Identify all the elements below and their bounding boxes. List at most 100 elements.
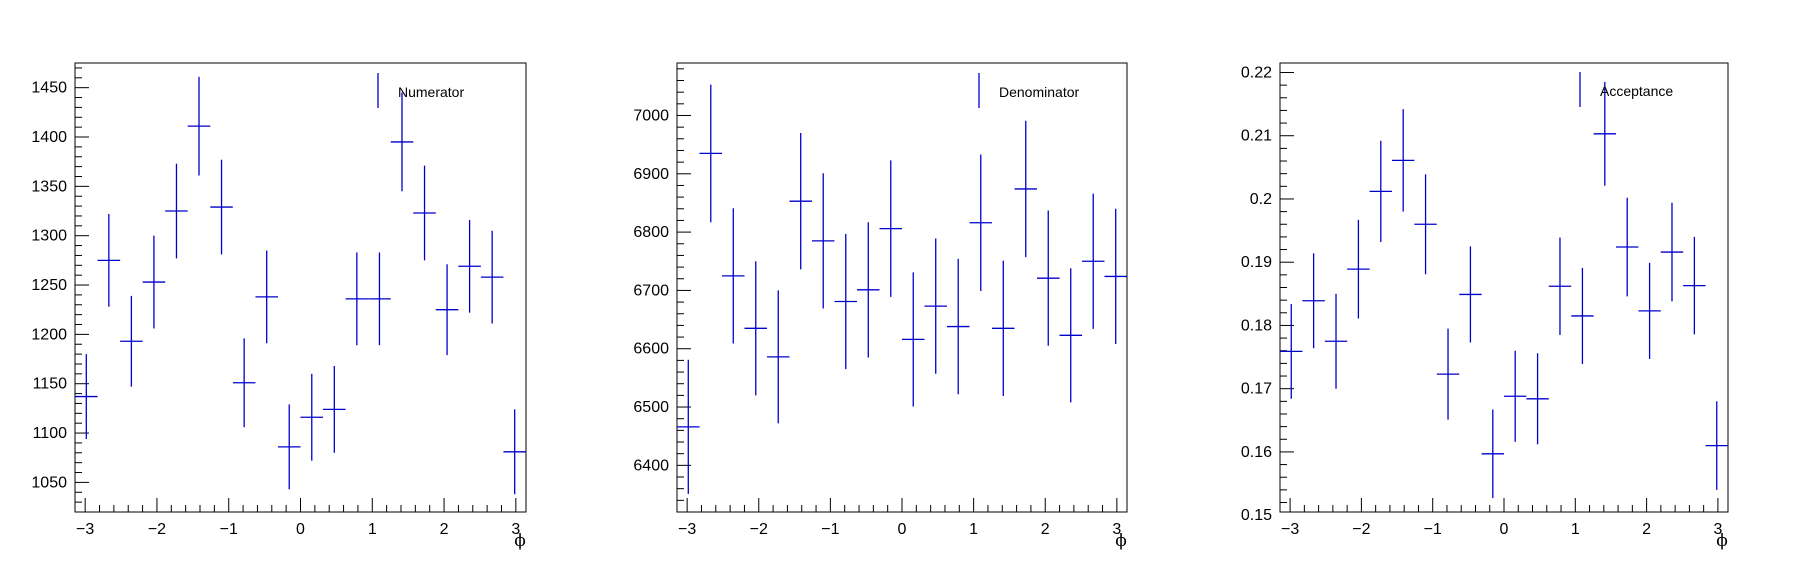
legend-label: Acceptance xyxy=(1600,83,1673,99)
legend: Denominator xyxy=(978,73,1079,108)
data-point xyxy=(722,208,745,344)
x-tick-label: 0 xyxy=(1500,521,1509,538)
y-tick-label: 1300 xyxy=(31,228,67,245)
x-tick-label: 0 xyxy=(898,521,907,538)
x-tick-label: −3 xyxy=(678,521,696,538)
data-point xyxy=(1548,237,1572,335)
x-tick-label: 2 xyxy=(1642,521,1651,538)
data-point xyxy=(1302,253,1325,349)
y-tick-label: 6600 xyxy=(633,341,669,358)
legend-label: Numerator xyxy=(398,84,464,100)
x-tick-label: 3 xyxy=(1112,521,1121,538)
data-point xyxy=(1571,267,1594,365)
y-tick-label: 0.15 xyxy=(1241,507,1272,524)
data-point xyxy=(1414,174,1437,275)
plot-frame xyxy=(74,62,527,513)
x-tick-label: 1 xyxy=(1571,521,1580,538)
x-tick-label: 3 xyxy=(511,521,520,538)
data-point xyxy=(946,258,970,395)
data-point xyxy=(1104,208,1127,345)
data-point xyxy=(1705,401,1728,490)
data-point xyxy=(1391,109,1415,212)
y-tick-label: 1050 xyxy=(31,474,67,491)
data-point xyxy=(435,264,459,356)
chart-panel-2: −3 −2 −1 0 1 2 3 6400 6500 6600 6700 6800 6900 7000 ϕ D… xyxy=(633,62,1128,551)
y-tick-label: 7000 xyxy=(633,107,669,124)
data-point xyxy=(1593,81,1617,186)
data-point xyxy=(789,132,812,270)
data-point xyxy=(1347,219,1370,319)
data-point xyxy=(1638,262,1661,359)
data-point xyxy=(75,354,98,439)
chart-panel-1: −3 −2 −1 0 1 2 3 1050 1100 1150 1200 1250 1300 1350 14… xyxy=(31,62,527,551)
y-tick-label: 1400 xyxy=(31,129,67,146)
data-point xyxy=(277,404,301,490)
y-tick-label: 1250 xyxy=(31,277,67,294)
data-point xyxy=(1683,236,1706,335)
data-point xyxy=(323,365,346,453)
data-point xyxy=(187,76,211,176)
data-point xyxy=(992,260,1015,396)
x-tick-label: −2 xyxy=(1352,521,1370,538)
data-point xyxy=(1616,197,1639,297)
data-point xyxy=(368,252,391,346)
data-point xyxy=(300,373,324,461)
x-tick-label: −2 xyxy=(148,521,166,538)
data-point xyxy=(232,338,256,428)
data-point xyxy=(255,250,278,344)
data-point xyxy=(811,173,835,309)
x-axis-label: ϕ xyxy=(1115,531,1127,551)
data-point xyxy=(1081,193,1105,329)
data-point xyxy=(142,235,166,329)
y-tick-label: 6400 xyxy=(633,457,669,474)
chart-panel-3: −3 −2 −1 0 1 2 3 0.15 0.16 0.17 0.18 0.19 0.2 0.21 0.2… xyxy=(1241,62,1729,551)
data-point xyxy=(1280,303,1303,399)
x-tick-label: 2 xyxy=(1041,521,1050,538)
data-point xyxy=(924,238,947,374)
x-tick-label: −1 xyxy=(220,521,238,538)
data-point xyxy=(390,92,414,192)
data-point xyxy=(677,359,700,494)
y-tick-label: 1350 xyxy=(31,178,67,195)
data-point xyxy=(834,233,858,370)
data-point xyxy=(458,219,481,313)
y-tick-label: 6700 xyxy=(633,282,669,299)
x-tick-label: 1 xyxy=(969,521,978,538)
x-tick-label: −1 xyxy=(1424,521,1442,538)
data-point xyxy=(1324,293,1348,389)
data-point xyxy=(1436,328,1460,420)
y-tick-label: 0.19 xyxy=(1241,254,1272,271)
x-tick-label: 0 xyxy=(296,521,305,538)
data-point xyxy=(879,160,903,297)
y-tick-label: 0.22 xyxy=(1241,64,1272,81)
y-tick-label: 1150 xyxy=(33,376,68,393)
plot-frame xyxy=(1279,62,1729,513)
x-tick-label: 2 xyxy=(440,521,449,538)
x-tick-label: −3 xyxy=(76,521,94,538)
data-point xyxy=(503,409,526,495)
y-tick-label: 0.18 xyxy=(1241,317,1272,334)
data-point xyxy=(413,165,436,261)
y-tick-label: 1100 xyxy=(33,425,68,442)
data-point xyxy=(1459,246,1482,343)
data-point xyxy=(480,230,504,324)
x-tick-label: −2 xyxy=(750,521,768,538)
data-point xyxy=(120,295,143,387)
y-tick-label: 0.16 xyxy=(1241,444,1272,461)
legend: Acceptance xyxy=(1579,72,1673,107)
y-tick-label: 1200 xyxy=(31,326,67,343)
data-point xyxy=(901,272,925,407)
y-tick-label: 6500 xyxy=(633,399,669,416)
x-tick-label: −3 xyxy=(1281,521,1299,538)
data-point xyxy=(1369,140,1392,242)
data-point xyxy=(744,261,768,396)
data-point xyxy=(969,154,993,291)
y-tick-label: 0.17 xyxy=(1241,381,1272,398)
y-tick-label: 6900 xyxy=(633,166,669,183)
data-point xyxy=(1481,409,1505,499)
data-point xyxy=(1059,268,1082,403)
x-axis-label: ϕ xyxy=(1716,531,1728,551)
y-tick-label: 0.21 xyxy=(1241,128,1272,145)
data-point xyxy=(165,163,188,259)
y-tick-label: 6800 xyxy=(633,224,669,241)
